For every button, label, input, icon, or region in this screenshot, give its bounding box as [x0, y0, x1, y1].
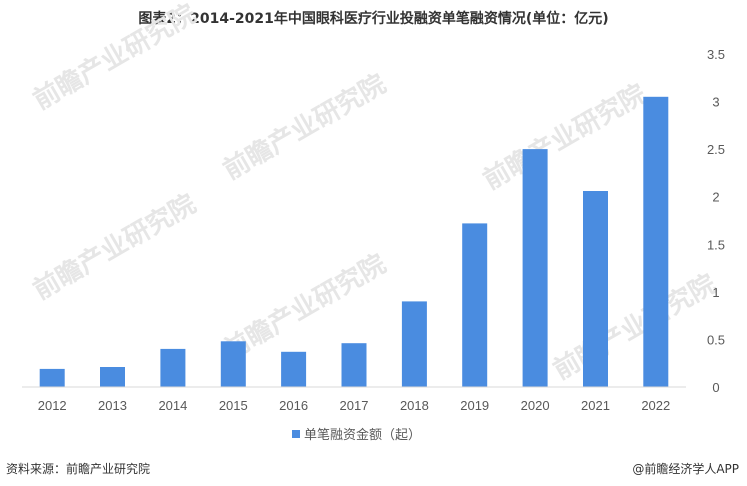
- y-tick-label: 2: [712, 190, 719, 205]
- x-tick-label: 2014: [158, 398, 187, 413]
- bar-2013: [100, 367, 125, 387]
- x-axis-ticks: 2012 2013 2014 2015 2016 2017 2018 2019 2020 2021…: [38, 398, 671, 413]
- bar-2017: [341, 343, 367, 387]
- x-tick-label: 2017: [340, 398, 369, 413]
- watermark-text: 前瞻产业研究院: [548, 268, 721, 386]
- y-tick-label: 0: [712, 380, 719, 395]
- bar-2018: [401, 301, 427, 387]
- bar-2019: [462, 223, 488, 387]
- bar-2020: [522, 149, 548, 387]
- x-tick-label: 2022: [641, 398, 670, 413]
- source-note: 资料来源：前瞻产业研究院: [6, 462, 151, 476]
- credit-note: @前瞻经济学人APP: [632, 462, 739, 476]
- x-tick-label: 2018: [400, 398, 429, 413]
- bar-2014: [160, 348, 186, 387]
- bar-2021: [583, 191, 608, 387]
- watermark-text: 前瞻产业研究院: [478, 78, 651, 196]
- x-tick-label: 2015: [219, 398, 248, 413]
- y-tick-label: 3.5: [707, 47, 725, 62]
- chart-title: 图表2：2014-2021年中国眼科医疗行业投融资单笔融资情况(单位：亿元): [138, 11, 609, 27]
- y-tick-label: 1: [712, 285, 719, 300]
- bar-2022: [643, 96, 669, 388]
- legend-swatch: [292, 430, 300, 438]
- watermark-text: 前瞻产业研究院: [28, 0, 201, 116]
- x-tick-label: 2016: [279, 398, 308, 413]
- legend-label: 单笔融资金额（起）: [304, 427, 421, 443]
- x-tick-label: 2013: [98, 398, 127, 413]
- watermark-text: 前瞻产业研究院: [28, 188, 201, 306]
- y-tick-label: 1.5: [707, 237, 725, 252]
- x-tick-label: 2019: [460, 398, 489, 413]
- y-axis-ticks: 0 0.5 1 1.5 2 2.5 3 3.5: [707, 47, 725, 395]
- bar-2016: [281, 351, 307, 387]
- x-tick-label: 2012: [38, 398, 67, 413]
- watermark-text: 前瞻产业研究院: [218, 68, 391, 186]
- bars-group: [39, 96, 669, 388]
- bar-2015: [220, 341, 246, 387]
- y-tick-label: 3: [712, 95, 719, 110]
- bar-2012: [39, 368, 65, 387]
- y-tick-label: 0.5: [707, 332, 725, 347]
- x-tick-label: 2020: [521, 398, 550, 413]
- legend: 单笔融资金额（起）: [292, 427, 421, 443]
- y-tick-label: 2.5: [707, 142, 725, 157]
- x-tick-label: 2021: [581, 398, 610, 413]
